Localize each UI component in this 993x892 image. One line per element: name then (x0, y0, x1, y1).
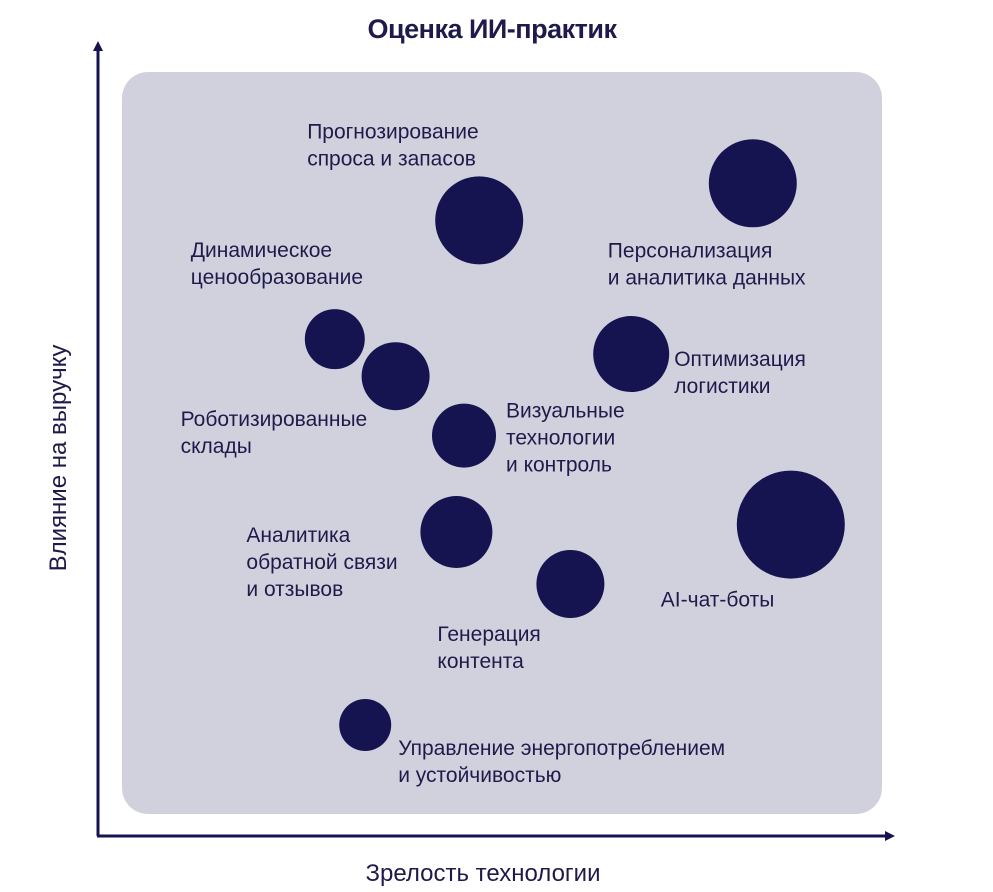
bubble-label-8: AI-чат-боты (661, 589, 775, 612)
plot-area-background (122, 72, 882, 814)
bubble-label-line: Роботизированные (181, 408, 368, 431)
bubble-label-7: Аналитика обратной связи и отзывов (246, 524, 397, 601)
bubble-2 (708, 139, 797, 228)
bubble-label-line: логистики (674, 375, 770, 398)
bubble-label-line: Визуальные (506, 400, 625, 423)
bubble-label-3: Динамическое ценообразование (191, 239, 363, 289)
bubble-label-1: Прогнозирование спроса и запасов (307, 120, 478, 170)
bubble-label-line: и отзывов (246, 578, 343, 601)
bubble-label-line: и устойчивостью (398, 764, 561, 787)
bubble-label-line: Персонализация (608, 239, 773, 262)
bubble-7 (420, 496, 493, 568)
bubble-label-line: и аналитика данных (608, 266, 806, 289)
chart-title: Оценка ИИ-практик (368, 14, 618, 44)
bubble-label-6: Визуальные технологии и контроль (506, 400, 625, 477)
bubble-6 (432, 403, 496, 468)
bubble-label-line: спроса и запасов (307, 147, 476, 170)
bubble-label-2: Персонализация и аналитика данных (608, 239, 806, 289)
bubble-label-4: Роботизированные склады (181, 408, 368, 458)
bubble-label-line: Управление энергопотреблением (398, 737, 725, 760)
x-axis-label: Зрелость технологии (366, 860, 601, 887)
bubble-label-5: Оптимизация логистики (674, 348, 806, 398)
bubble-3 (304, 309, 365, 370)
bubbles-layer (304, 139, 845, 751)
bubble-label-line: технологии (506, 427, 615, 450)
bubble-8 (736, 470, 845, 579)
bubble-label-line: AI-чат-боты (661, 589, 775, 612)
bubble-label-line: Оптимизация (674, 348, 806, 371)
bubble-10 (339, 699, 392, 751)
bubble-label-line: Генерация (437, 623, 540, 646)
bubble-label-line: склады (181, 435, 252, 458)
bubble-labels-layer: Прогнозирование спроса и запасов Персонали… (181, 120, 806, 787)
bubble-label-line: обратной связи (246, 551, 397, 574)
bubble-4 (361, 342, 430, 411)
bubble-5 (593, 316, 670, 392)
bubble-label-9: Генерация контента (437, 623, 540, 673)
bubble-label-line: Аналитика (246, 524, 350, 547)
bubble-label-line: Динамическое (191, 239, 332, 262)
bubble-label-line: и контроль (506, 454, 612, 477)
y-axis-label: Влияние на выручку (45, 345, 72, 572)
bubble-label-line: контента (437, 650, 524, 673)
bubble-9 (536, 550, 605, 618)
bubble-1 (435, 176, 524, 265)
bubble-label-line: ценообразование (191, 266, 363, 289)
bubble-label-10: Управление энергопотреблением и устойчиво… (398, 737, 725, 787)
bubble-label-line: Прогнозирование (307, 120, 478, 143)
